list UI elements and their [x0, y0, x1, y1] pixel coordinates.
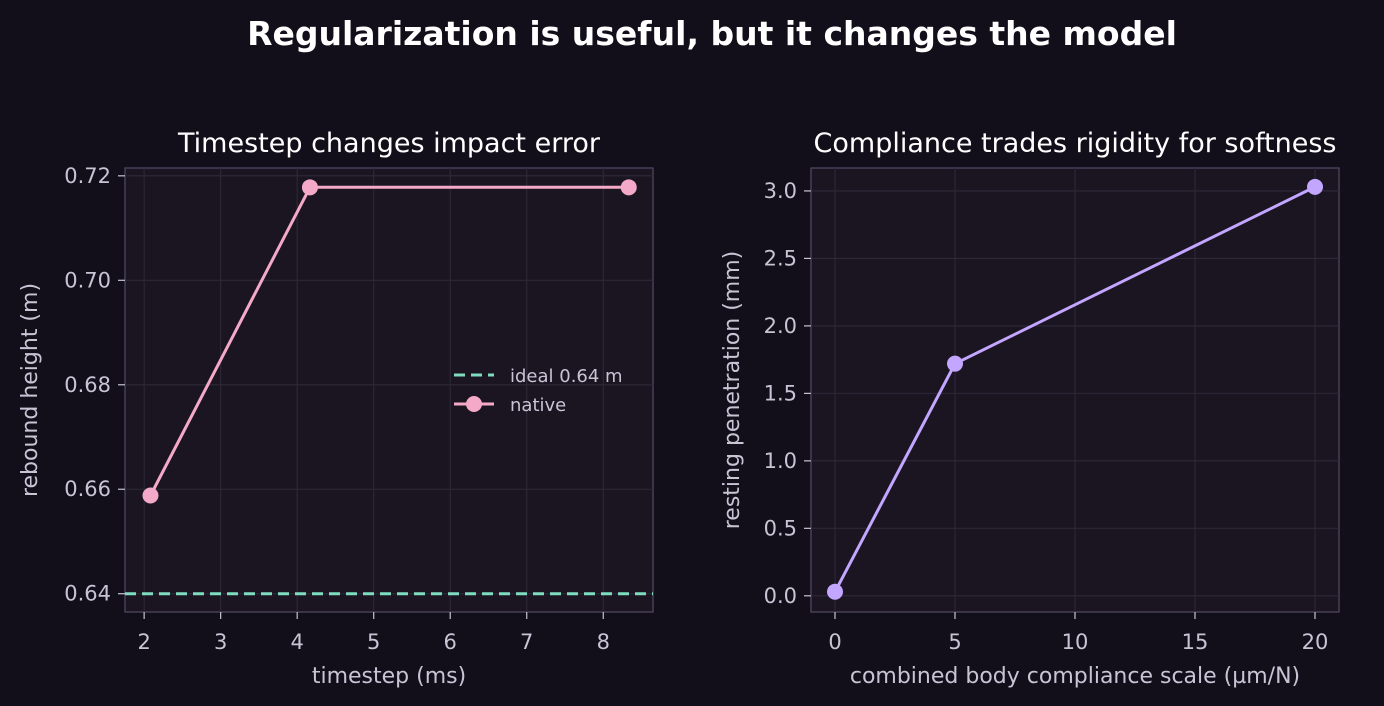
panel-title: Compliance trades rigidity for softness — [814, 128, 1337, 159]
y-tick-label: 2.5 — [764, 246, 797, 270]
x-tick-label: 5 — [367, 630, 380, 654]
panel-title: Timestep changes impact error — [177, 128, 601, 159]
x-tick-label: 0 — [828, 630, 841, 654]
legend: ideal 0.64 m native — [454, 366, 623, 416]
x-axis-label: combined body compliance scale (µm/N) — [850, 664, 1300, 689]
marks — [827, 178, 1323, 600]
plot-area — [124, 167, 654, 613]
x-tick-label: 5 — [948, 630, 961, 654]
legend-label-ideal: ideal 0.64 m — [510, 366, 623, 387]
y-tick-label: 3.0 — [764, 179, 797, 203]
data-point — [142, 487, 159, 504]
panel-timestep: Timestep changes impact error 2 3 4 5 6 7 8 0.6… — [18, 128, 654, 689]
x-axis-label: timestep (ms) — [312, 664, 466, 689]
y-tick-label: 0.68 — [64, 373, 111, 397]
ticks: 0 5 10 15 20 0.0 0.5 1.0 1.5 2.0 2.5 3.0 — [764, 179, 1329, 654]
y-tick-label: 0.72 — [64, 164, 111, 188]
x-tick-label: 6 — [444, 630, 457, 654]
y-tick-label: 0.5 — [764, 516, 797, 540]
x-tick-label: 15 — [1182, 630, 1209, 654]
legend-label-native: native — [510, 395, 566, 416]
y-axis-label: resting penetration (mm) — [720, 251, 745, 530]
data-point — [827, 583, 843, 600]
y-tick-label: 0.0 — [764, 584, 797, 608]
x-tick-label: 7 — [520, 630, 533, 654]
x-tick-label: 10 — [1062, 630, 1089, 654]
y-tick-label: 1.5 — [764, 381, 797, 405]
x-tick-label: 4 — [290, 630, 303, 654]
panel-compliance: Compliance trades rigidity for softness … — [720, 128, 1340, 689]
figure-title: Regularization is useful, but it changes… — [247, 14, 1177, 53]
x-tick-label: 8 — [597, 630, 610, 654]
y-tick-label: 0.70 — [64, 268, 111, 292]
legend-marker-native — [466, 396, 482, 412]
marks — [125, 179, 653, 596]
y-tick-label: 2.0 — [764, 314, 797, 338]
x-tick-label: 20 — [1302, 630, 1329, 654]
data-point — [1307, 178, 1323, 195]
ticks: 2 3 4 5 6 7 8 0.64 0.66 0.68 0.70 0.72 — [64, 164, 610, 654]
x-tick-label: 3 — [214, 630, 227, 654]
y-tick-label: 0.64 — [64, 582, 111, 606]
grid — [811, 168, 1339, 612]
y-tick-label: 1.0 — [764, 449, 797, 473]
data-point — [301, 179, 318, 196]
data-point — [947, 355, 963, 372]
x-tick-label: 2 — [137, 630, 150, 654]
data-point — [620, 179, 637, 196]
y-axis-label: rebound height (m) — [18, 283, 43, 497]
y-tick-label: 0.66 — [64, 477, 111, 501]
